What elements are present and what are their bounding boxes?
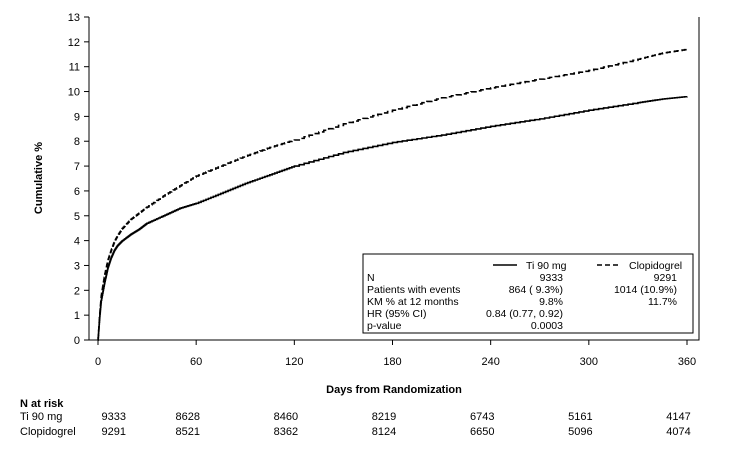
y-tick-label: 7 <box>74 161 80 173</box>
legend-label-clopidogrel: Clopidogrel <box>629 260 682 272</box>
legend-value-ti: 9333 <box>540 272 564 284</box>
x-tick-label: 0 <box>95 356 101 368</box>
y-axis-title: Cumulative % <box>33 142 45 214</box>
axis-frame <box>88 17 700 341</box>
y-tick-label: 2 <box>74 285 80 297</box>
legend-value-clopidogrel: 9291 <box>654 272 678 284</box>
y-tick-label: 12 <box>68 37 80 49</box>
y-tick-label: 0 <box>74 335 80 347</box>
y-tick-label: 4 <box>74 236 80 248</box>
x-tick-label: 240 <box>481 356 499 368</box>
legend-row-label: p-value <box>367 320 402 332</box>
legend-row-label: N <box>367 272 375 284</box>
x-tick-label: 60 <box>190 356 202 368</box>
legend-row-label: Patients with events <box>367 284 460 296</box>
legend-value-ti: 0.0003 <box>531 320 563 332</box>
y-tick-label: 3 <box>74 260 80 272</box>
y-tick-label: 9 <box>74 111 80 123</box>
legend-label-ti: Ti 90 mg <box>526 260 567 272</box>
legend-value-clopidogrel: 11.7% <box>648 296 677 308</box>
x-tick-label: 360 <box>678 356 696 368</box>
series-line-ti <box>97 95 688 341</box>
legend-row-label: HR (95% CI) <box>367 308 427 320</box>
series-line-clopidogrel <box>97 48 688 341</box>
legend-value-clopidogrel: 1014 (10.9%) <box>614 284 677 296</box>
y-tick-label: 13 <box>68 12 80 24</box>
legend-box <box>362 253 694 334</box>
y-tick-label: 1 <box>74 310 80 322</box>
legend: Ti 90 mg Clopidogrel N Patients with eve… <box>362 253 694 334</box>
legend-value-ti: 864 ( 9.3%) <box>509 284 563 296</box>
y-tick-label: 10 <box>68 87 80 99</box>
legend-value-ti: 9.8% <box>539 296 563 308</box>
x-tick-label: 120 <box>285 356 303 368</box>
legend-row-label: KM % at 12 months <box>367 296 459 308</box>
x-tick-label: 300 <box>580 356 598 368</box>
y-tick-label: 6 <box>74 186 80 198</box>
y-tick-label: 11 <box>69 62 80 74</box>
legend-value-ti: 0.84 (0.77, 0.92) <box>486 308 563 320</box>
y-tick-label: 5 <box>74 211 80 223</box>
x-axis-title: Days from Randomization <box>326 384 462 396</box>
x-tick-label: 180 <box>383 356 401 368</box>
y-tick-label: 8 <box>74 136 80 148</box>
